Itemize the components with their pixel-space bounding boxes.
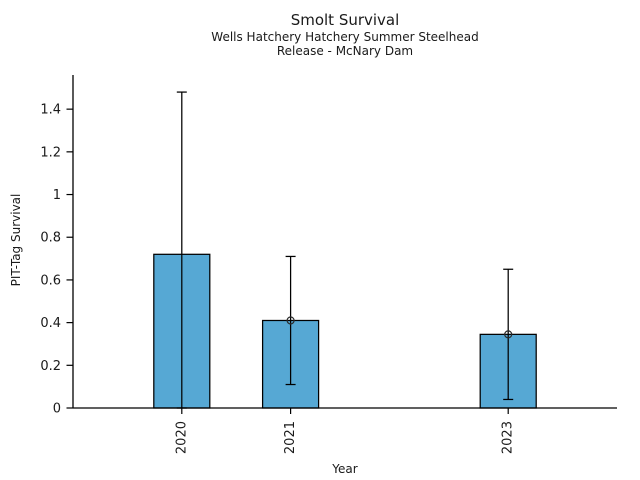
chart-title: Smolt Survival bbox=[290, 11, 400, 29]
x-tick-label: 2023 bbox=[501, 421, 516, 454]
point-marker-2023 bbox=[504, 330, 513, 339]
y-tick-label: 1 bbox=[53, 188, 61, 203]
y-tick-label: 0.8 bbox=[40, 231, 61, 246]
chart-subtitle-line-1: Wells Hatchery Hatchery Summer Steelhead bbox=[211, 30, 479, 44]
y-tick-label: 0.2 bbox=[40, 359, 61, 374]
x-tick-label: 2021 bbox=[283, 421, 298, 454]
point-marker-2021 bbox=[286, 316, 295, 325]
x-axis-title: Year bbox=[332, 462, 358, 476]
y-tick-label: 0.6 bbox=[40, 273, 61, 288]
y-tick-label: 0.4 bbox=[40, 316, 61, 331]
y-tick-label: 1.4 bbox=[40, 103, 61, 118]
chart-subtitle-line-2: Release - McNary Dam bbox=[276, 44, 414, 58]
chart-header: Smolt Survival Wells Hatchery Hatchery S… bbox=[73, 11, 617, 58]
x-tick-label: 2020 bbox=[174, 421, 189, 454]
y-tick-label: 1.2 bbox=[40, 145, 61, 160]
y-tick-label: 0 bbox=[53, 402, 61, 417]
